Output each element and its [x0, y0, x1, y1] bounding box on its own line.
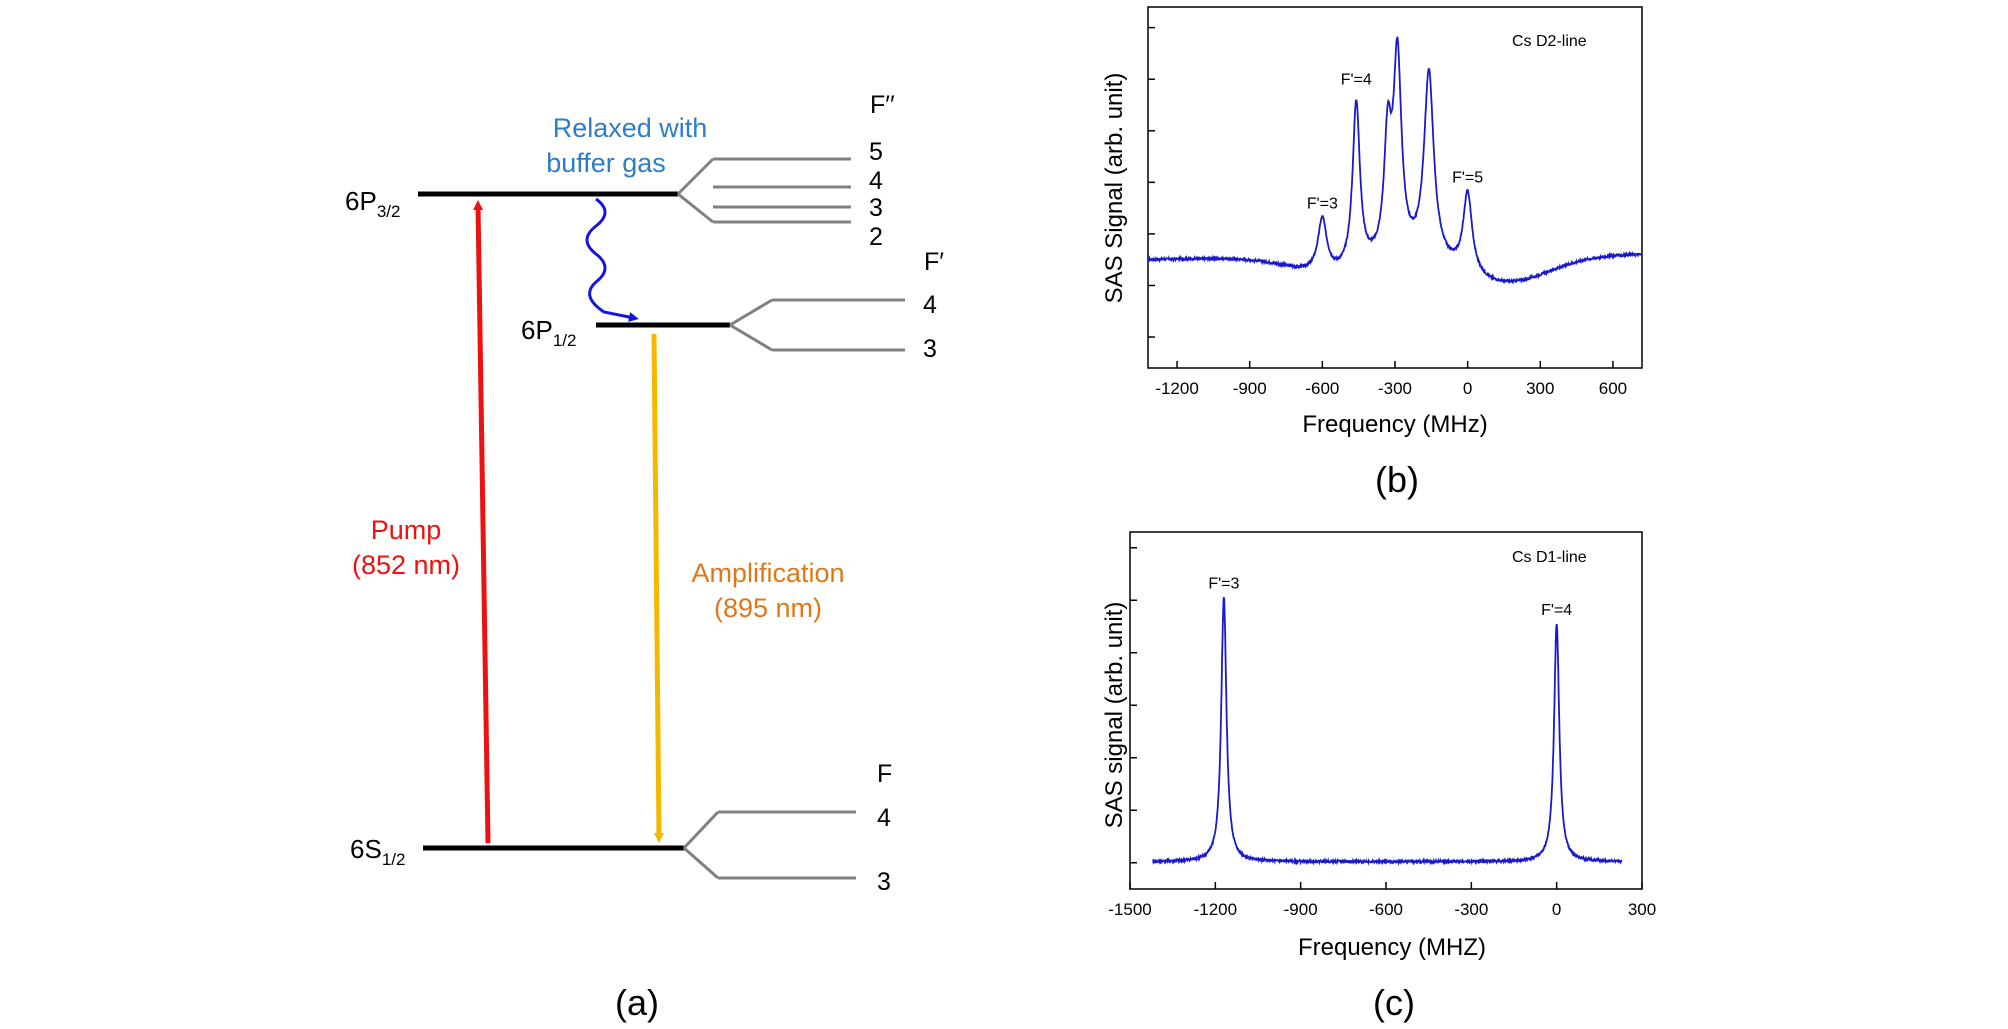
plot-d1-xtick-label: -1500 [1108, 900, 1151, 919]
plot-d1-xtick-label: -300 [1454, 900, 1488, 919]
level-label-6s12: 6S1/2 [350, 834, 405, 869]
pump-label: Pump [371, 515, 442, 545]
plot-d2-xtick-label: 300 [1526, 379, 1554, 398]
f-3: 3 [877, 868, 891, 896]
pump-arrow [473, 200, 491, 844]
plot-d2-xtick-label: -1200 [1155, 379, 1198, 398]
plot-d1-line: Cs D1-line Frequency (MHZ) SAS signal (a… [1101, 531, 1656, 1023]
f-double-prime-4: 4 [869, 167, 883, 195]
plot-d1-xlabel: Frequency (MHZ) [1298, 934, 1486, 961]
amplification-arrow [651, 333, 664, 843]
plot-d2-xtick-label: -600 [1305, 379, 1339, 398]
f-prime-3: 3 [923, 335, 937, 363]
plot-d2-ylabel: SAS Signal (arb. unit) [1101, 73, 1128, 304]
plot-d1-xtick-label: -600 [1369, 900, 1403, 919]
plot-d1-xtick-label: -900 [1284, 900, 1318, 919]
plot-d2-peak-label: F'=3 [1307, 195, 1338, 212]
level-label-6p12: 6P1/2 [521, 315, 576, 350]
relaxation-wavy-arrow [585, 197, 639, 322]
plot-d2-xtick-label: 0 [1463, 379, 1472, 398]
plot-d1-ylabel: SAS signal (arb. unit) [1101, 602, 1128, 829]
panel-label-b: (b) [1375, 459, 1419, 500]
plot-d1-xtick-label: 300 [1628, 900, 1656, 919]
energy-level-diagram: 6P3/2 6P1/2 6S1/2 F′′ 5 4 [345, 91, 944, 1023]
f-double-prime-5: 5 [869, 138, 883, 166]
hyperfine-6p32 [676, 157, 851, 224]
plot-d1-xtick-label: 0 [1552, 900, 1561, 919]
f-double-prime-3: 3 [869, 194, 883, 222]
relaxation-label-line1: Relaxed with [553, 113, 708, 143]
plot-d2-xtick-label: 600 [1599, 379, 1627, 398]
hyperfine-6s12 [682, 810, 856, 880]
label-f: F [877, 760, 892, 788]
f-4: 4 [877, 804, 891, 832]
pump-wavelength: (852 nm) [352, 550, 460, 580]
panel-label-c: (c) [1373, 982, 1415, 1023]
plot-d2-xtick-label: -900 [1233, 379, 1267, 398]
plot-d2-title: Cs D2-line [1512, 33, 1587, 50]
plot-d2-peak-label: F'=4 [1341, 72, 1372, 89]
amplification-wavelength: (895 nm) [714, 593, 822, 623]
plot-d2-peak-label: F'=5 [1452, 170, 1483, 187]
f-prime-4: 4 [923, 291, 937, 319]
plot-d1-title: Cs D1-line [1512, 549, 1587, 566]
plot-d1-peak-label: F'=3 [1208, 576, 1239, 593]
label-f-double-prime: F′′ [870, 91, 895, 119]
level-label-6p32: 6P3/2 [345, 186, 400, 221]
plot-d2-xtick-label: -300 [1378, 379, 1412, 398]
plot-d2-curve [1147, 36, 1643, 285]
plot-d1-xtick-label: -1200 [1194, 900, 1237, 919]
panel-label-a: (a) [615, 982, 659, 1023]
amplification-label: Amplification [691, 558, 844, 588]
label-f-prime: F′ [924, 248, 944, 276]
hyperfine-6p12 [729, 298, 905, 352]
relaxation-label-line2: buffer gas [546, 148, 666, 178]
plot-d1-curve [1152, 596, 1623, 866]
plot-d1-peak-label: F'=4 [1541, 602, 1572, 619]
f-double-prime-2: 2 [869, 223, 883, 251]
plot-d2-xlabel: Frequency (MHz) [1302, 411, 1487, 438]
plot-d2-line: Cs D2-line Frequency (MHz) SAS Signal (a… [1101, 6, 1643, 500]
